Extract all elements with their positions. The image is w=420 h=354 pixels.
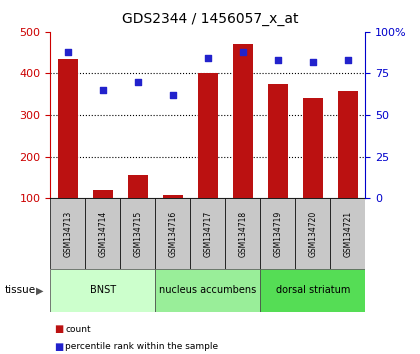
Text: dorsal striatum: dorsal striatum — [276, 285, 350, 295]
Bar — [50, 269, 155, 312]
Text: GSM134717: GSM134717 — [203, 211, 213, 257]
Bar — [331, 198, 365, 269]
Text: GSM134718: GSM134718 — [239, 211, 247, 257]
Point — [310, 59, 316, 65]
Bar — [85, 198, 121, 269]
Text: GDS2344 / 1456057_x_at: GDS2344 / 1456057_x_at — [122, 12, 298, 27]
Text: percentile rank within the sample: percentile rank within the sample — [65, 342, 218, 352]
Point — [170, 92, 176, 98]
Text: GSM134713: GSM134713 — [63, 211, 72, 257]
Bar — [190, 198, 226, 269]
Text: ■: ■ — [55, 342, 64, 352]
Bar — [121, 198, 155, 269]
Text: count: count — [65, 325, 91, 334]
Text: ▶: ▶ — [36, 285, 43, 295]
Bar — [163, 195, 183, 198]
Bar — [303, 98, 323, 198]
Text: GSM134720: GSM134720 — [308, 211, 318, 257]
Bar — [260, 198, 295, 269]
Bar — [58, 59, 78, 198]
Bar — [93, 190, 113, 198]
Bar — [50, 198, 85, 269]
Bar — [226, 198, 260, 269]
Bar — [338, 91, 357, 198]
Point — [100, 87, 106, 93]
Bar — [233, 44, 252, 198]
Bar — [155, 269, 260, 312]
Text: tissue: tissue — [4, 285, 35, 295]
Bar — [268, 84, 288, 198]
Text: BNST: BNST — [90, 285, 116, 295]
Bar — [198, 74, 218, 198]
Point — [65, 49, 71, 55]
Text: nucleus accumbens: nucleus accumbens — [159, 285, 257, 295]
Point — [275, 57, 281, 63]
Text: GSM134719: GSM134719 — [273, 211, 282, 257]
Bar — [155, 198, 190, 269]
Text: GSM134716: GSM134716 — [168, 211, 177, 257]
Point — [344, 57, 351, 63]
Bar — [128, 175, 147, 198]
Text: GSM134715: GSM134715 — [134, 211, 142, 257]
Point — [134, 79, 141, 85]
Text: ■: ■ — [55, 324, 64, 334]
Point — [239, 49, 246, 55]
Text: GSM134714: GSM134714 — [98, 211, 108, 257]
Bar — [260, 269, 365, 312]
Text: GSM134721: GSM134721 — [344, 211, 352, 257]
Bar — [295, 198, 331, 269]
Point — [205, 56, 211, 61]
